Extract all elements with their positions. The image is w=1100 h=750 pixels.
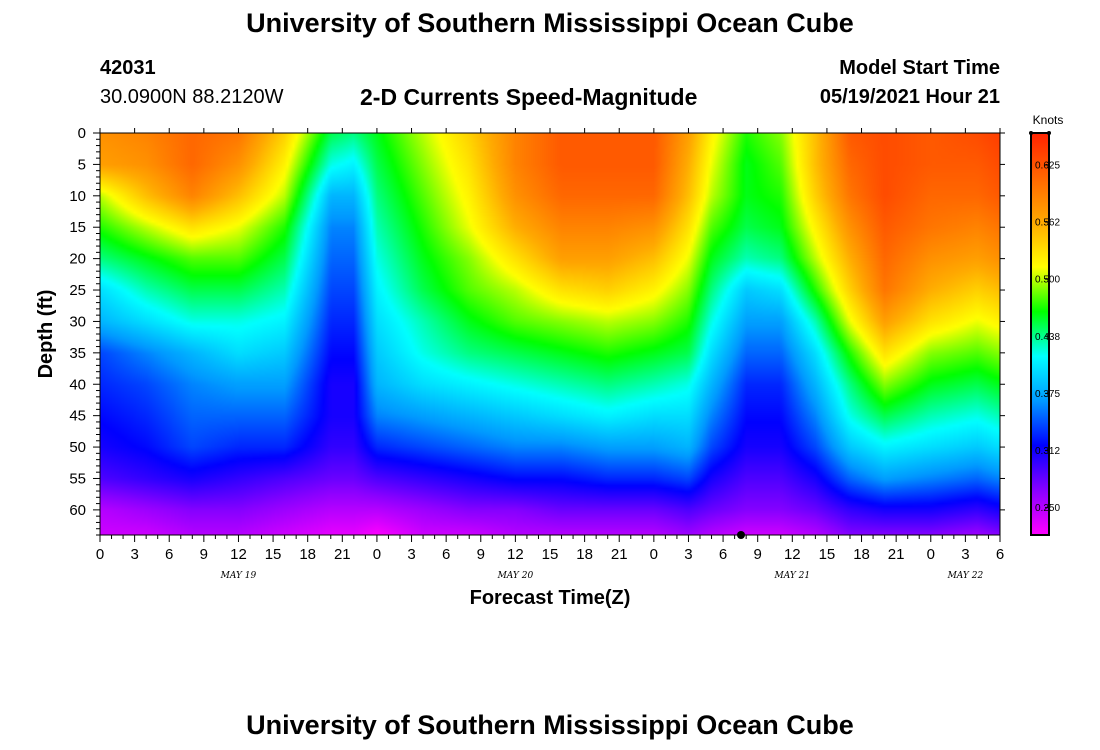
x-tick-label: 18 xyxy=(299,546,316,563)
y-tick-label: 50 xyxy=(69,439,86,456)
bottom-marker xyxy=(737,531,745,539)
x-tick-label: 9 xyxy=(200,546,208,563)
x-tick-label: 3 xyxy=(130,546,138,563)
x-tick-label: 12 xyxy=(784,546,801,563)
x-axis-title: Forecast Time(Z) xyxy=(470,587,631,609)
x-tick-label: 3 xyxy=(407,546,415,563)
colorbar-tick-label: 0.625 xyxy=(1035,160,1060,171)
y-axis-title: Depth (ft) xyxy=(35,290,57,379)
colorbar-tick-label: 0.562 xyxy=(1035,218,1060,229)
x-axis: 0 3 6 9 12 15 18 21 0 3 6 9 12 15 18 21 0 3 6 9 12 15 18 21 0 3 6 M… xyxy=(96,128,1004,581)
y-tick-label: 15 xyxy=(69,219,86,236)
x-tick-label: 6 xyxy=(442,546,450,563)
colorbar-unit: Knots xyxy=(1033,113,1064,127)
y-tick-label: 5 xyxy=(78,156,86,173)
model-start-value: 05/19/2021 Hour 21 xyxy=(819,86,1000,108)
chart-subtitle: 2-D Currents Speed-Magnitude xyxy=(360,84,698,110)
y-tick-label: 55 xyxy=(69,470,86,487)
x-tick-label: 15 xyxy=(819,546,836,563)
x-tick-label: 6 xyxy=(165,546,173,563)
day-label: MAY 19 xyxy=(220,571,257,581)
x-tick-label: 6 xyxy=(719,546,727,563)
model-start-label: Model Start Time xyxy=(839,57,1000,79)
x-tick-label: 15 xyxy=(542,546,559,563)
colorbar-tick-label: 0.500 xyxy=(1035,275,1060,286)
speed-heatmap-field xyxy=(100,133,1000,535)
colorbar: 0.250 0.312 0.375 0.438 0.500 0.562 0.625 Knots xyxy=(1029,113,1064,536)
station-id: 42031 xyxy=(100,57,156,79)
station-location: 30.0900N 88.2120W xyxy=(100,86,284,108)
colorbar-corner-dot xyxy=(1047,131,1051,135)
colorbar-corner-dot xyxy=(1029,131,1033,135)
colorbar-tick-label: 0.312 xyxy=(1035,446,1060,457)
x-tick-label: 12 xyxy=(230,546,247,563)
y-tick-label: 0 xyxy=(78,125,86,142)
x-tick-label: 21 xyxy=(334,546,351,563)
x-tick-label: 0 xyxy=(373,546,381,563)
colorbar-tick-label: 0.438 xyxy=(1035,332,1060,343)
footer-title: University of Southern Mississippi Ocean… xyxy=(246,710,854,740)
x-tick-label: 18 xyxy=(853,546,870,563)
x-tick-label: 0 xyxy=(650,546,658,563)
day-label: MAY 21 xyxy=(774,571,811,581)
x-tick-label: 12 xyxy=(507,546,524,563)
y-tick-label: 25 xyxy=(69,282,86,299)
day-label: MAY 22 xyxy=(947,571,984,581)
y-tick-label: 30 xyxy=(69,313,86,330)
y-axis: 0 5 10 15 20 25 30 35 40 45 50 55 60 xyxy=(69,125,1005,536)
colorbar-tick-label: 0.375 xyxy=(1035,389,1060,400)
x-tick-label: 21 xyxy=(611,546,628,563)
day-label: MAY 20 xyxy=(497,571,534,581)
x-tick-label: 18 xyxy=(576,546,593,563)
y-tick-label: 40 xyxy=(69,376,86,393)
y-tick-label: 35 xyxy=(69,345,86,362)
x-tick-label: 9 xyxy=(754,546,762,563)
x-tick-label: 3 xyxy=(684,546,692,563)
x-tick-label: 0 xyxy=(96,546,104,563)
x-tick-label: 15 xyxy=(265,546,282,563)
y-tick-label: 20 xyxy=(69,251,86,268)
colorbar-scale xyxy=(1030,132,1050,536)
page-title: University of Southern Mississippi Ocean… xyxy=(246,8,854,38)
x-tick-label: 9 xyxy=(477,546,485,563)
colorbar-tick-label: 0.250 xyxy=(1035,503,1060,514)
x-tick-label: 3 xyxy=(961,546,969,563)
x-tick-label: 21 xyxy=(888,546,905,563)
x-tick-label: 6 xyxy=(996,546,1004,563)
y-tick-label: 60 xyxy=(69,502,86,519)
y-tick-label: 45 xyxy=(69,408,86,425)
y-tick-label: 10 xyxy=(69,188,86,205)
x-tick-label: 0 xyxy=(927,546,935,563)
